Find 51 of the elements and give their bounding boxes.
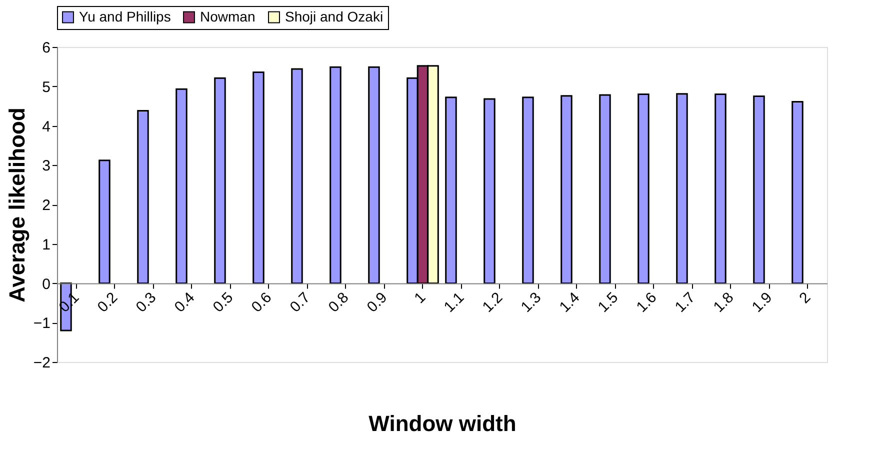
x-tick-label: 0.8 [325, 289, 352, 316]
x-tick-label: 0.3 [132, 289, 160, 316]
bar [214, 77, 226, 284]
bar [599, 94, 611, 284]
bar [753, 95, 765, 284]
y-tick-label: 1 [42, 236, 50, 254]
y-tick-label: 0 [42, 276, 50, 293]
legend-label: Nowman [200, 8, 256, 24]
bar [522, 96, 534, 284]
bar [98, 160, 110, 284]
legend-label: Shoji and Ozaki [285, 8, 384, 24]
x-tick-label: 1.1 [440, 289, 468, 316]
legend-label: Yu and Phillips [79, 8, 171, 24]
y-tick-label: 3 [42, 158, 50, 175]
x-tick-label: 1.2 [479, 289, 506, 316]
y-tick-label: 6 [42, 40, 50, 56]
y-axis-title: Average likelihood [4, 108, 30, 302]
y-tick-label: 2 [42, 197, 50, 214]
x-tick-label: 1.8 [710, 289, 738, 316]
x-tick-label: 1.7 [672, 289, 699, 316]
x-tick-label: 1.5 [594, 289, 622, 316]
x-tick-label: 1.3 [518, 289, 545, 316]
bar [792, 100, 804, 284]
bar [330, 66, 342, 284]
bar [484, 98, 496, 284]
y-tick-label: 5 [42, 78, 50, 96]
bar [252, 71, 264, 284]
x-tick-label: 0.5 [210, 289, 237, 316]
x-tick-label: 1.4 [556, 289, 584, 316]
x-tick-label: 0.4 [171, 289, 198, 316]
y-tick-label: −1 [33, 315, 50, 332]
x-axis-title: Window width [368, 410, 516, 436]
x-tick-label: 2 [796, 289, 814, 308]
bar [137, 110, 149, 284]
x-tick-label: 1 [411, 289, 430, 308]
bar [291, 68, 303, 284]
x-tick-label: 0.7 [286, 289, 314, 316]
x-tick-label: 0.9 [364, 289, 391, 316]
y-tick-label: −2 [33, 354, 50, 372]
x-tick-label: 0.6 [248, 289, 276, 316]
x-tick-label: 1.6 [633, 289, 660, 316]
x-tick-label: 1.9 [748, 289, 776, 316]
bar [638, 94, 650, 284]
bar [445, 96, 457, 284]
bar [560, 95, 572, 284]
bar [714, 94, 726, 284]
bar [676, 93, 688, 284]
bar [176, 88, 188, 284]
y-tick-label: 4 [42, 118, 50, 136]
x-tick-label: 0.2 [94, 289, 122, 316]
bar [368, 66, 380, 284]
